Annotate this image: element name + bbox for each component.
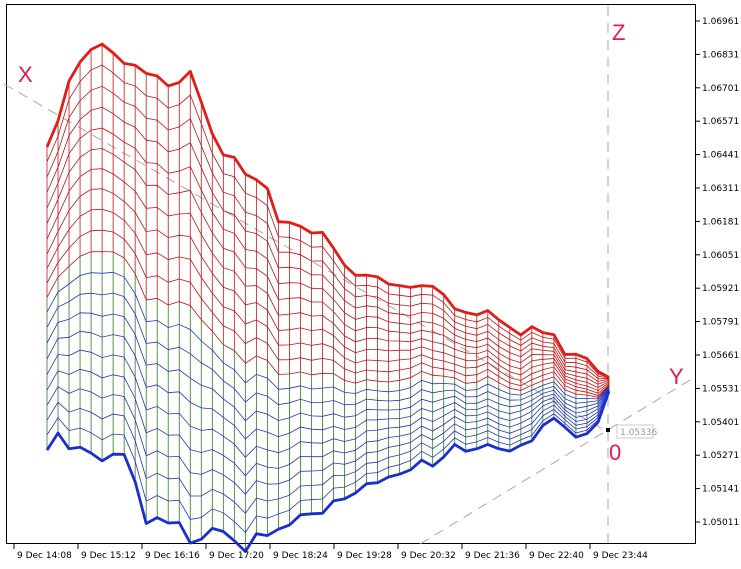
mesh-line-horizontal bbox=[46, 148, 610, 385]
mesh-line-horizontal bbox=[46, 386, 610, 495]
price-marker-box bbox=[616, 424, 654, 439]
price-tick-label: 1.05401 bbox=[702, 418, 739, 428]
time-tick-label: 9 Dec 20:32 bbox=[401, 551, 456, 561]
time-tick-label: 9 Dec 16:16 bbox=[145, 551, 200, 561]
price-tick-label: 1.05141 bbox=[702, 485, 739, 495]
price-axis: 1.06961 1.06831 1.06701 1.06571 1.06441 1.063… bbox=[695, 17, 739, 528]
time-axis: 9 Dec 14:08 9 Dec 15:12 9 Dec 16:16 9 Dec 1… bbox=[13, 544, 648, 561]
time-tick-label: 9 Dec 23:44 bbox=[593, 551, 648, 561]
mesh-line-horizontal bbox=[46, 251, 610, 398]
price-tick-label: 1.06311 bbox=[702, 184, 739, 194]
time-tick-label: 9 Dec 17:20 bbox=[209, 551, 264, 561]
price-tick-label: 1.05011 bbox=[702, 518, 739, 528]
y-axis-guide bbox=[419, 376, 696, 545]
origin-marker bbox=[606, 428, 610, 432]
price-tick-label: 1.05531 bbox=[702, 384, 739, 394]
origin-label: 0 bbox=[609, 440, 621, 465]
mesh-line-horizontal bbox=[46, 106, 610, 380]
mesh-line-horizontal bbox=[46, 349, 610, 458]
mesh-line-horizontal bbox=[46, 292, 610, 406]
price-tick-label: 1.05791 bbox=[702, 318, 739, 328]
price-tick-label: 1.05921 bbox=[702, 284, 739, 294]
price-tick-label: 1.06701 bbox=[702, 84, 739, 94]
time-tick-label: 9 Dec 14:08 bbox=[17, 551, 72, 561]
z-axis-letter: Z bbox=[612, 20, 625, 45]
mesh-line-horizontal bbox=[46, 229, 610, 396]
time-tick-label: 9 Dec 21:36 bbox=[465, 551, 520, 561]
mesh-line-horizontal bbox=[46, 368, 610, 477]
mesh-line-horizontal bbox=[46, 389, 610, 514]
time-tick-label: 9 Dec 19:28 bbox=[337, 551, 392, 561]
price-tick-label: 1.06181 bbox=[702, 217, 739, 227]
mesh-line-horizontal bbox=[46, 312, 610, 422]
price-tick-label: 1.06831 bbox=[702, 50, 739, 60]
mesh-line-horizontal bbox=[46, 127, 610, 382]
mesh-line-horizontal bbox=[46, 188, 610, 392]
price-tick-label: 1.05661 bbox=[702, 351, 739, 361]
price-tick-label: 1.06441 bbox=[702, 151, 739, 161]
mesh-line-horizontal bbox=[46, 271, 610, 400]
price-tick-label: 1.05271 bbox=[702, 451, 739, 461]
price-tick-label: 1.06571 bbox=[702, 117, 739, 127]
x-axis-letter: X bbox=[18, 62, 33, 87]
mesh-line-horizontal bbox=[46, 168, 610, 388]
surface-ridges bbox=[45, 42, 611, 553]
y-axis-letter: Y bbox=[669, 364, 684, 389]
price-tick-label: 1.06961 bbox=[702, 17, 739, 27]
time-tick-label: 9 Dec 15:12 bbox=[81, 551, 136, 561]
mesh-line-horizontal bbox=[46, 64, 610, 379]
mesh-line-horizontal bbox=[46, 208, 610, 394]
mesh-line-horizontal bbox=[46, 390, 610, 534]
price-tick-label: 1.06051 bbox=[702, 251, 739, 261]
top-ridge-line bbox=[45, 42, 610, 379]
price-marker-label: 1.05336 bbox=[620, 428, 657, 438]
bottom-ridge-line bbox=[45, 390, 611, 553]
time-tick-label: 9 Dec 18:24 bbox=[273, 551, 328, 561]
surface-mesh bbox=[46, 44, 610, 552]
mesh-line-horizontal bbox=[46, 330, 610, 440]
time-tick-label: 9 Dec 22:40 bbox=[529, 551, 584, 561]
mesh-line-horizontal bbox=[46, 85, 610, 379]
